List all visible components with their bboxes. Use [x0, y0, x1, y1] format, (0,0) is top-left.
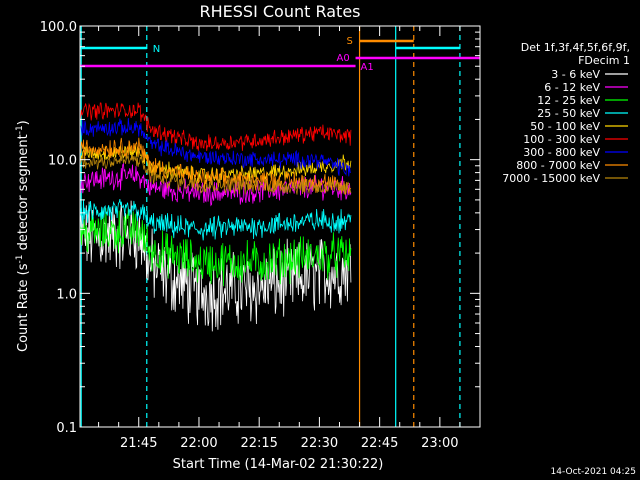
x-tick-label: 23:00	[421, 436, 458, 451]
timestamp: 14-Oct-2021 04:25	[551, 467, 636, 477]
marker-label-n: N	[153, 44, 160, 55]
legend: Det 1f,3f,4f,5f,6f,9f, FDecim 1 3 - 6 ke…	[502, 41, 630, 185]
x-tick-label: 22:15	[240, 436, 277, 451]
series-line-3	[79, 199, 352, 241]
legend-entry-5: 100 - 300 keV	[523, 133, 600, 146]
marker-label-a0: A0	[337, 53, 350, 64]
y-tick-label: 1.0	[56, 287, 77, 302]
legend-header-line2: FDecim 1	[578, 54, 630, 67]
y-tick-label: 10.0	[48, 154, 77, 169]
x-tick-label: 22:45	[361, 436, 398, 451]
legend-entry-0: 3 - 6 keV	[551, 68, 600, 81]
legend-entry-6: 300 - 800 keV	[523, 146, 600, 159]
series-line-6	[79, 118, 352, 177]
legend-entry-4: 50 - 100 keV	[530, 120, 600, 133]
series-line-7	[79, 137, 352, 195]
y-axis-label: Count Rate (s-1 detector segment-1)	[15, 120, 31, 352]
axes: 0.1 1.0 10.0 100.0 21:45 22:00 22:15 22:30 22:45…	[40, 20, 481, 451]
y-tick-label: 100.0	[40, 20, 77, 35]
legend-entry-8: 7000 - 15000 keV	[502, 172, 600, 185]
marker-label-a1: A1	[361, 62, 374, 73]
legend-entry-7: 800 - 7000 keV	[516, 159, 600, 172]
series-line-4	[79, 143, 352, 185]
x-axis-label: Start Time (14-Mar-02 21:30:22)	[173, 457, 384, 472]
series-lines	[79, 102, 352, 332]
legend-entry-3: 25 - 50 keV	[537, 107, 600, 120]
x-tick-label: 22:00	[180, 436, 217, 451]
series-line-5	[79, 102, 352, 152]
chart-title: RHESSI Count Rates	[200, 2, 361, 21]
series-line-8	[79, 152, 352, 195]
x-tick-label: 22:30	[301, 436, 338, 451]
x-tick-label: 21:45	[120, 436, 157, 451]
legend-entry-2: 12 - 25 keV	[537, 94, 600, 107]
plot-frame	[79, 25, 481, 428]
series-line-2	[79, 208, 352, 287]
y-tick-label: 0.1	[56, 421, 77, 436]
legend-entry-1: 6 - 12 keV	[544, 81, 600, 94]
marker-label-s: S	[347, 36, 353, 47]
legend-header-line1: Det 1f,3f,4f,5f,6f,9f,	[521, 41, 630, 54]
